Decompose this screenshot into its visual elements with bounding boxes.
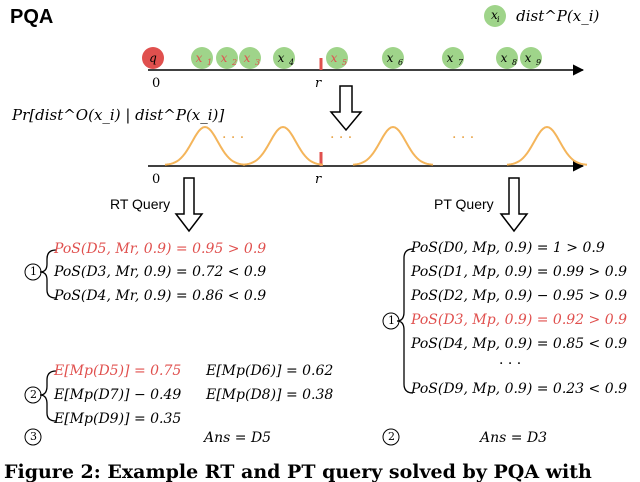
curve-ellipsis: · · · [330,130,353,146]
figure-caption: Figure 2: Example RT and PT query solved… [4,461,592,482]
rt-step1-row: PoS(D4, Mr, 0.9) = 0.86 < 0.9 [54,288,267,304]
rt-step3-marker: 3 [30,430,37,443]
svg-text:5: 5 [342,58,347,67]
pt-answer: Ans = D3 [480,430,548,446]
brace-pt [396,248,414,394]
svg-text:x: x [244,51,251,65]
pt-row: PoS(D4, Mp, 0.9) = 0.85 < 0.9 [411,336,627,352]
svg-text:x: x [196,51,203,65]
step-marker-circle [24,263,42,281]
rt-step1-row: PoS(D5, Mr, 0.9) = 0.95 > 0.9 [54,241,267,257]
svg-text:2: 2 [231,58,237,67]
axis1-threshold-label: r [315,76,322,91]
svg-text:9: 9 [536,58,541,67]
down-arrow-pt [499,177,529,233]
distribution-curve [506,125,588,166]
svg-text:x: x [387,51,394,65]
svg-text:x: x [331,51,338,65]
pt-row: PoS(D9, Mp, 0.9) = 0.23 < 0.9 [411,381,627,397]
curve-ellipsis: · · · [452,130,475,146]
rt-query-label: RT Query [110,196,171,212]
svg-text:1: 1 [207,58,212,67]
brace-rt-step2 [39,370,57,422]
rt-step2-value: E[Mp(D7)] − 0.49 [54,387,182,403]
svg-text:6: 6 [398,58,403,67]
rt-step2-value: E[Mp(D9)] = 0.35 [54,411,182,427]
svg-text:x: x [525,51,532,65]
svg-text:x: x [221,51,228,65]
pt-step1-marker: 1 [388,314,395,327]
rt-step2-value: E[Mp(D5)] = 0.75 [54,363,182,379]
probability-label: Pr[dist^O(x_i) | dist^P(x_i)] [12,106,225,124]
pt-row: PoS(D2, Mp, 0.9) − 0.95 > 0.9 [411,288,627,304]
step-marker-circle [24,428,42,446]
rt-step1-row: PoS(D3, Mr, 0.9) = 0.72 < 0.9 [54,264,267,280]
legend-point-icon: x i [484,5,506,27]
legend-label: dist^P(x_i) [516,6,600,25]
svg-text:7: 7 [458,58,464,67]
pt-row-ellipsis: · · · [499,356,522,372]
down-arrow-rt [174,177,204,233]
step-marker-circle [24,386,42,404]
brace-rt-step1 [39,249,57,299]
distribution-curves [164,125,588,166]
pt-row: PoS(D1, Mp, 0.9) = 0.99 > 0.9 [411,264,627,280]
svg-text:x: x [278,51,285,65]
svg-text:3: 3 [255,58,260,67]
svg-text:8: 8 [512,58,517,67]
axis2-threshold-label: r [315,172,322,187]
svg-text:4: 4 [288,58,294,67]
distribution-curve [352,125,434,166]
pt-row: PoS(D0, Mp, 0.9) = 1 > 0.9 [411,240,605,256]
figure-title: PQA [10,6,54,28]
distribution-curve [242,125,324,166]
pt-step2-marker: 2 [388,430,395,443]
pt-row: PoS(D3, Mp, 0.9) = 0.92 > 0.9 [411,312,627,328]
rt-step2-value: E[Mp(D6)] = 0.62 [206,363,334,379]
svg-text:x: x [501,51,508,65]
down-arrow-top [329,85,363,132]
svg-text:i: i [497,15,500,24]
svg-text:q: q [149,51,157,65]
legend: x i dist^P(x_i) [483,4,599,28]
rt-step1-marker: 1 [30,265,37,278]
pt-query-label: PT Query [434,196,494,212]
step-marker-circle [382,428,400,446]
svg-text:x: x [447,51,454,65]
rt-step2-value: E[Mp(D8)] = 0.38 [206,387,334,403]
point-q: q [142,47,164,69]
axis1-origin-label: 0 [152,76,161,91]
svg-text:x: x [491,8,498,22]
rt-step2-marker: 2 [30,388,37,401]
step-marker-circle [382,312,400,330]
distribution-curve [164,125,246,166]
axis2-origin-label: 0 [152,172,161,187]
curve-ellipsis: · · · [222,130,245,146]
rt-answer: Ans = D5 [204,430,272,446]
